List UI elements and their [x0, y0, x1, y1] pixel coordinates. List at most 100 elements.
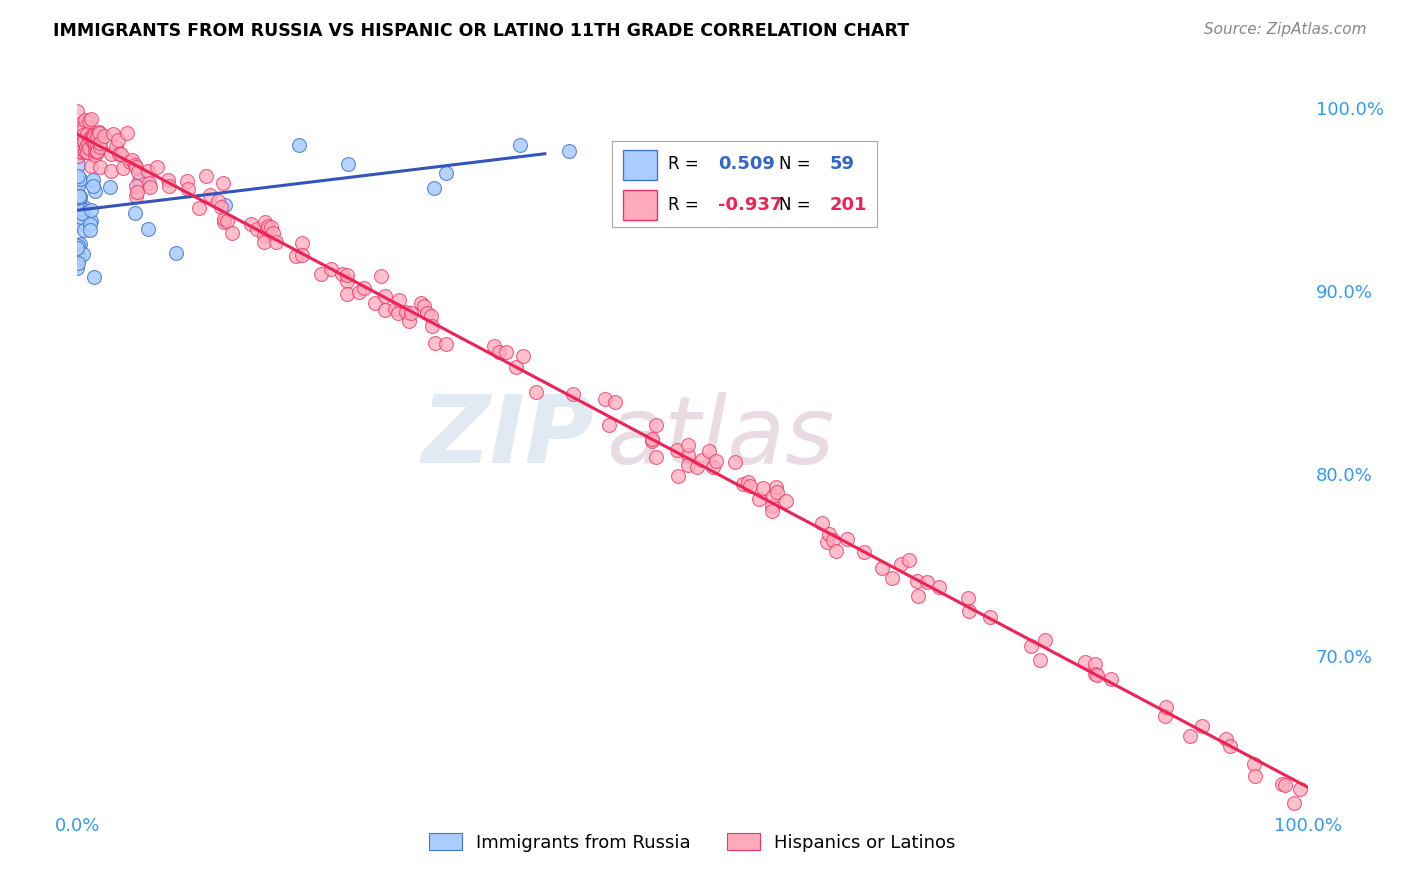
Point — [761, 504, 783, 518]
Point — [67, 144, 90, 158]
Point — [420, 318, 443, 333]
Point — [284, 249, 307, 263]
Point — [157, 178, 180, 193]
Point — [214, 215, 236, 229]
Point — [66, 127, 89, 141]
Point — [1178, 730, 1201, 744]
Point — [80, 213, 103, 227]
Point — [66, 211, 89, 226]
Point — [128, 173, 150, 187]
Point — [370, 268, 392, 283]
Point — [1033, 632, 1056, 647]
Point — [66, 128, 89, 143]
Point — [811, 516, 834, 530]
Point — [1282, 796, 1305, 810]
Point — [67, 239, 90, 253]
Point — [761, 500, 783, 514]
Point — [815, 535, 838, 549]
Point — [66, 123, 89, 137]
Point — [73, 200, 96, 214]
Point — [666, 469, 689, 483]
Point — [257, 219, 280, 233]
Point — [766, 484, 789, 499]
Point — [374, 303, 396, 318]
Point — [495, 344, 517, 359]
Point — [598, 417, 620, 432]
Point — [387, 306, 409, 320]
Legend: Immigrants from Russia, Hispanics or Latinos: Immigrants from Russia, Hispanics or Lat… — [422, 826, 963, 859]
Point — [67, 141, 90, 155]
Point — [67, 137, 90, 152]
Point — [66, 191, 89, 205]
Point — [84, 144, 107, 158]
Point — [73, 145, 96, 160]
Point — [291, 236, 314, 251]
Point — [262, 227, 284, 241]
Point — [853, 545, 876, 559]
Point — [215, 214, 238, 228]
Point — [66, 132, 89, 146]
Point — [207, 194, 229, 209]
Point — [253, 215, 276, 229]
Point — [83, 135, 105, 149]
Point — [666, 442, 689, 457]
Point — [67, 192, 90, 206]
Point — [105, 140, 128, 154]
Point — [416, 306, 439, 320]
Point — [751, 481, 773, 495]
Point — [69, 132, 91, 146]
Point — [436, 166, 458, 180]
Point — [156, 172, 179, 186]
Point — [176, 182, 198, 196]
Point — [145, 161, 167, 175]
Point — [1215, 731, 1237, 746]
Point — [775, 494, 797, 508]
Point — [84, 138, 107, 153]
Point — [211, 176, 233, 190]
Point — [187, 201, 209, 215]
Point — [214, 198, 236, 212]
Point — [558, 144, 581, 158]
Point — [641, 434, 664, 448]
Point — [67, 194, 90, 209]
Point — [309, 267, 332, 281]
Point — [1074, 655, 1097, 669]
Point — [872, 560, 894, 574]
Point — [80, 203, 103, 218]
Point — [86, 144, 108, 158]
Point — [66, 196, 89, 211]
Point — [733, 476, 755, 491]
Point — [67, 189, 90, 203]
Point — [79, 131, 101, 145]
Text: Source: ZipAtlas.com: Source: ZipAtlas.com — [1204, 22, 1367, 37]
Point — [124, 158, 146, 172]
Point — [67, 256, 90, 270]
Point — [176, 173, 198, 187]
Point — [882, 571, 904, 585]
Point — [738, 479, 761, 493]
Point — [690, 453, 713, 467]
Point — [246, 222, 269, 236]
Point — [66, 169, 89, 184]
Point — [69, 237, 91, 252]
Point — [824, 543, 846, 558]
Point — [125, 179, 148, 194]
Point — [112, 161, 135, 175]
Point — [66, 178, 89, 193]
Point — [66, 171, 89, 186]
Point — [704, 454, 727, 468]
Point — [259, 219, 281, 234]
Point — [890, 558, 912, 572]
Point — [77, 136, 100, 150]
Point — [66, 158, 89, 172]
Point — [75, 139, 97, 153]
Point — [72, 202, 94, 217]
Point — [69, 135, 91, 149]
Point — [837, 532, 859, 546]
Point — [509, 137, 531, 152]
Point — [915, 575, 938, 590]
Point — [66, 122, 89, 136]
Point — [645, 450, 668, 464]
Point — [353, 281, 375, 295]
Point — [86, 145, 108, 159]
